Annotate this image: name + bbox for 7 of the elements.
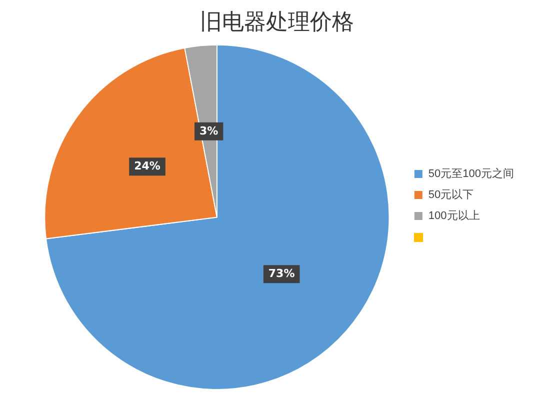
- data-label: 3%: [200, 124, 218, 138]
- data-label: 24%: [134, 159, 160, 172]
- data-label: 73%: [268, 267, 295, 280]
- chart-title: 旧电器处理价格: [200, 10, 354, 35]
- legend-label: 50元以下: [428, 188, 474, 202]
- legend-label: 50元至100元之间: [428, 167, 514, 180]
- legend-label: 100元以上: [428, 209, 480, 222]
